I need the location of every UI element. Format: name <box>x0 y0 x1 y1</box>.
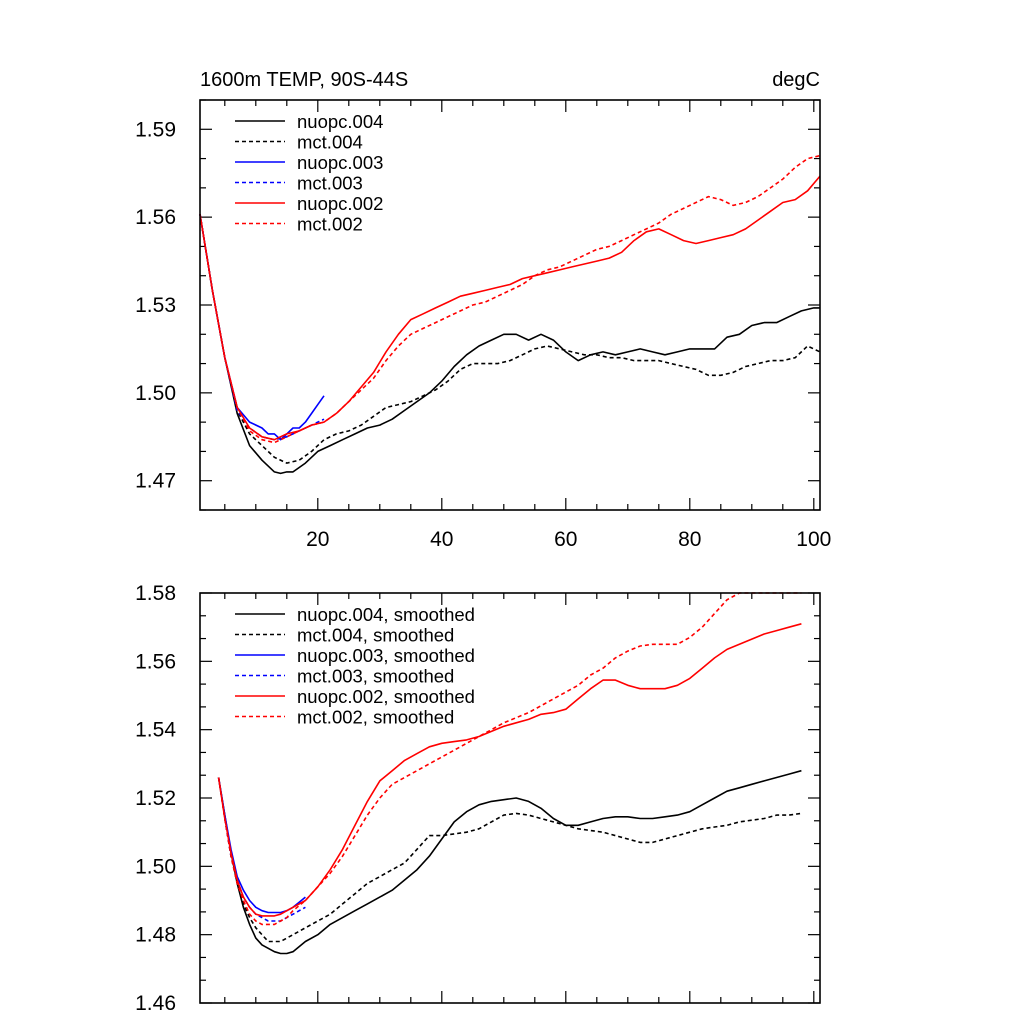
bottom-x-ticks <box>224 593 815 1003</box>
top-series-group <box>199 154 821 475</box>
series-line-mct-004 <box>199 214 821 464</box>
series-line-nuopc-003-smoothed <box>217 777 306 914</box>
y-tick-label: 1.47 <box>135 470 176 493</box>
x-tick-label: 80 <box>678 528 701 551</box>
legend-label: nuopc.004, smoothed <box>297 604 475 625</box>
top-legend: nuopc.004mct.004nuopc.003mct.003nuopc.00… <box>235 111 383 235</box>
legend-label: mct.004 <box>297 132 363 153</box>
series-line-mct-004-smoothed <box>217 777 802 943</box>
legend-label: nuopc.003, smoothed <box>297 645 475 666</box>
series-line-mct-002-smoothed <box>217 592 802 926</box>
x-tick-label: 60 <box>554 528 577 551</box>
legend-label: nuopc.003 <box>297 152 383 173</box>
x-tick-label: 20 <box>306 528 329 551</box>
y-tick-label: 1.54 <box>135 719 176 742</box>
top-chart-units: degC <box>772 69 820 91</box>
x-tick-label: 40 <box>430 528 453 551</box>
y-tick-label: 1.56 <box>135 206 176 229</box>
legend-label: nuopc.002, smoothed <box>297 686 475 707</box>
series-line-nuopc-004 <box>199 214 820 475</box>
legend-label: mct.002, smoothed <box>297 707 454 728</box>
y-tick-label: 1.48 <box>135 924 176 947</box>
y-tick-label: 1.46 <box>135 992 176 1015</box>
legend-label: mct.003 <box>297 173 363 194</box>
y-tick-label: 1.53 <box>135 294 176 317</box>
legend-label: mct.003, smoothed <box>297 666 454 687</box>
top-plot-frame <box>199 99 821 511</box>
x-tick-label: 100 <box>796 528 831 551</box>
legend-label: nuopc.004 <box>297 111 383 132</box>
bottom-series-group <box>217 592 802 955</box>
top-y-ticks: 1.47 1.50 1.53 1.56 1.59 <box>135 99 820 511</box>
top-x-ticks: 20 40 60 80 100 <box>224 100 831 551</box>
series-line-nuopc-002 <box>199 175 821 441</box>
top-chart-title: 1600m TEMP, 90S-44S <box>200 69 408 91</box>
series-line-nuopc-004-smoothed <box>217 769 802 955</box>
y-tick-label: 1.56 <box>135 650 176 673</box>
y-tick-label: 1.50 <box>135 382 176 405</box>
series-line-nuopc-002-smoothed <box>217 623 802 917</box>
series-line-mct-002 <box>199 154 821 444</box>
legend-label: mct.004, smoothed <box>297 625 454 646</box>
y-tick-label: 1.59 <box>135 118 176 141</box>
legend-label: nuopc.002 <box>297 193 383 214</box>
bottom-plot-frame <box>199 592 821 1004</box>
bottom-panel: 1.46 1.48 1.50 1.52 1.54 1.56 1.58 nuopc.004, … <box>135 582 821 1015</box>
top-panel: 1600m TEMP, 90S-44S degC 20 40 60 80 100 1.4… <box>135 69 831 551</box>
bottom-y-ticks: 1.46 1.48 1.50 1.52 1.54 1.56 1.58 <box>135 582 820 1015</box>
y-tick-label: 1.50 <box>135 855 176 878</box>
y-tick-label: 1.52 <box>135 787 176 810</box>
legend-label: mct.002 <box>297 214 363 235</box>
y-tick-label: 1.58 <box>135 582 176 605</box>
